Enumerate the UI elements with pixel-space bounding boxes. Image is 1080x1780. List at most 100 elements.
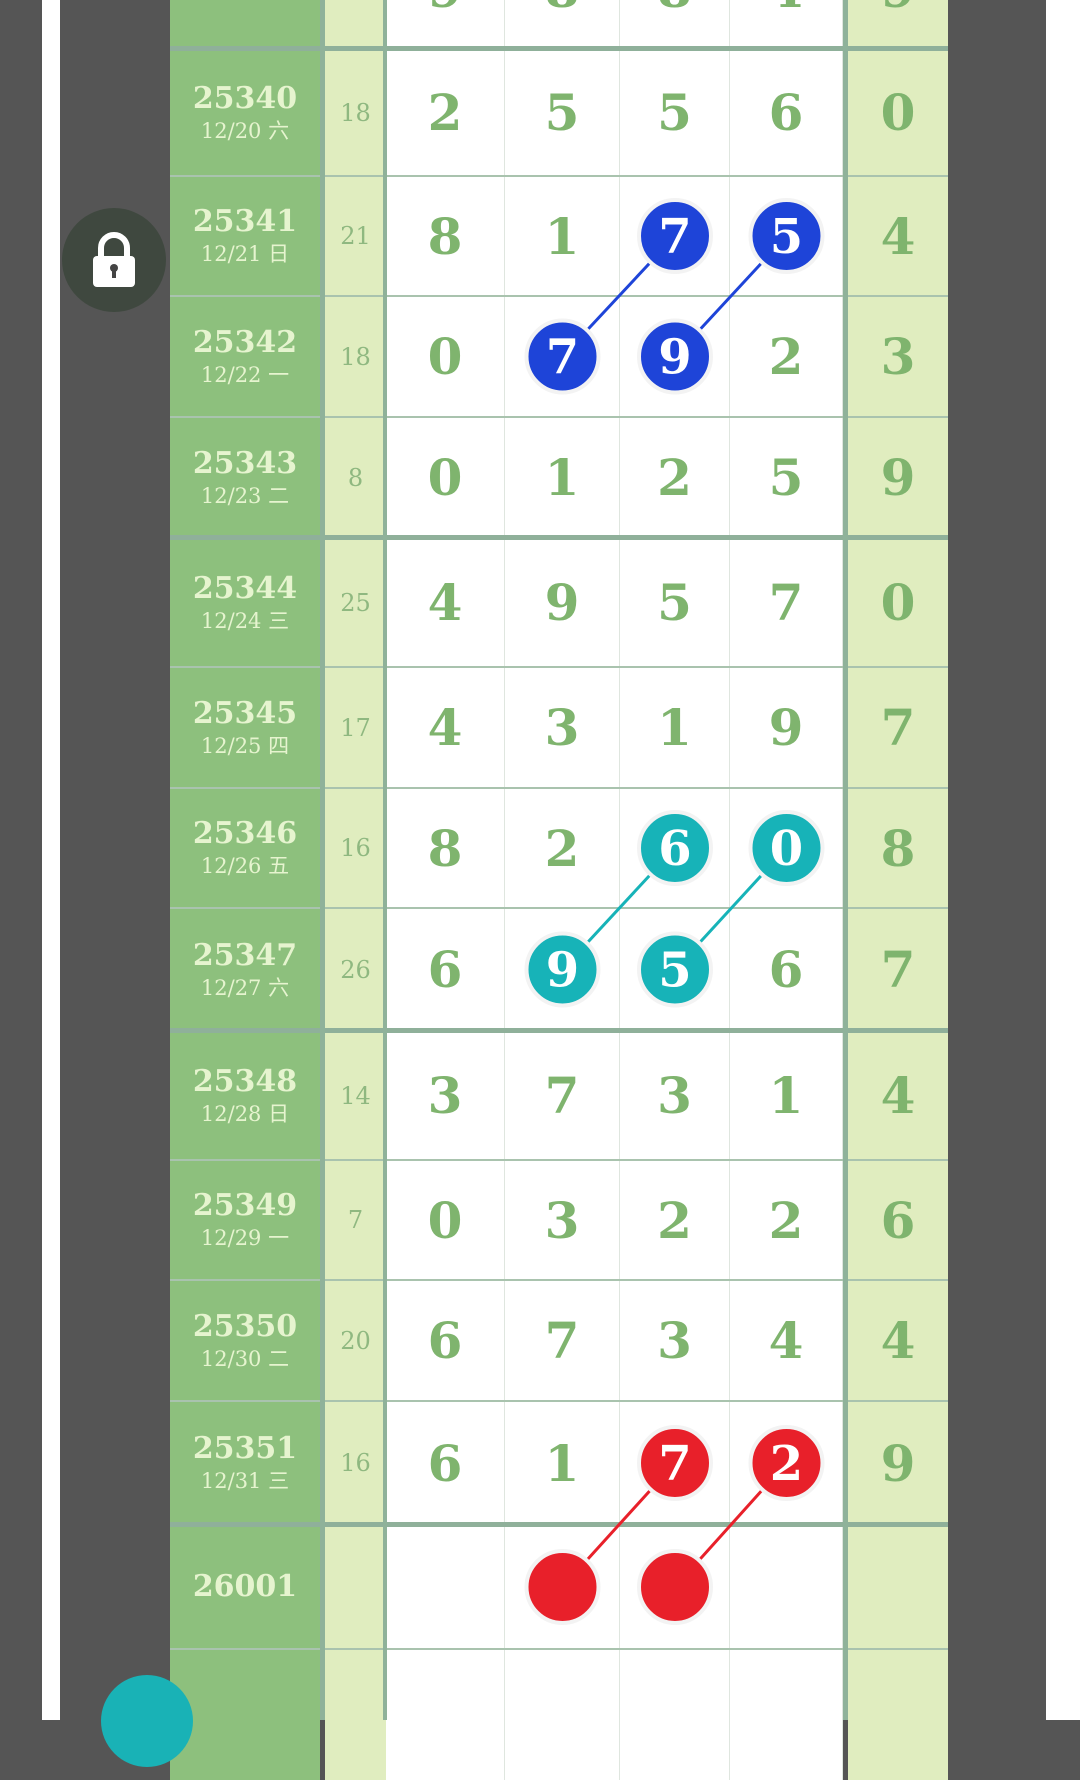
column-divider [383,0,387,1720]
issue-date: 12/27 六 [200,975,290,1000]
highlight-ball [637,931,713,1008]
column-divider [843,0,848,1720]
row-divider [170,1522,948,1527]
digit-cell: 3 [505,667,620,788]
trend-chart-table: 12/19 五988492534012/20 六18255602534112/2… [170,0,948,1780]
issue-cell: 26001 [170,1525,320,1649]
digit-cell: 9 [505,538,620,667]
digit-cell: 9 [730,667,843,788]
highlight-ball [524,1549,601,1625]
digit-cell: 3 [620,1031,730,1160]
highlight-layer: 7 57 96 09 57 2 [524,198,825,1625]
issue-date: 12/24 三 [200,608,290,633]
highlight-ball [524,931,601,1008]
issue-date: 12/29 一 [200,1226,290,1250]
row-divider [170,416,948,418]
digit-cell: 6 [386,1280,505,1401]
sum-cell: 17 [325,667,386,788]
issue-cell: 25348 12/28 日 [170,1031,320,1160]
digit-cell: 1 [505,1401,620,1525]
digit-cell: 2 [386,49,505,176]
highlight-ball [637,810,713,886]
row-divider [170,1648,948,1650]
last-digit-cell: 9 [848,417,948,538]
issue-date: 12/25 四 [200,733,290,758]
sum-cell: 18 [325,296,386,417]
issue-number: 26001 [192,1569,298,1604]
ball-digit: 9 [546,943,579,999]
digit-cell: 3 [620,1280,730,1401]
issue-number: 25346 [192,816,298,851]
last-digit-cell: 7 [848,667,948,788]
digit-cell: 5 [730,417,843,538]
issue-date: 12/30 二 [200,1346,290,1371]
last-digit-cell: 4 [848,1280,948,1401]
highlight-ball [637,318,713,395]
digit-cell: 2 [620,1160,730,1280]
row-divider [170,666,948,668]
digit-cell: 3 [505,1160,620,1280]
issue-number: 25343 [192,445,298,481]
issue-date: 12/23 二 [200,483,290,508]
digit-cell: 2 [505,788,620,908]
row-divider [170,175,948,177]
highlight-ball [748,198,825,274]
issue-cell: 12/19 五 [170,0,320,49]
issue-date: 12/26 五 [200,854,290,878]
issue-date: 12/20 六 [200,118,290,143]
issue-date: 12/22 一 [200,362,290,387]
row-divider [170,1159,948,1161]
issue-number: 25347 [192,937,298,973]
floating-assistant-button[interactable] [101,1675,193,1767]
ball-digit: 5 [770,209,803,265]
digit-cell: 2 [730,296,843,417]
issue-date: 12/19 五 [201,0,289,4]
last-digit-cell: 0 [848,538,948,667]
digit-cell: 6 [386,1401,505,1525]
issue-cell: 25343 12/23 二 [170,417,320,538]
screen-lock-button[interactable] [62,208,166,312]
digit-cell: 9 [386,0,505,49]
row-divider [170,1279,948,1281]
last-digit-cell: 0 [848,49,948,176]
digit-cell: 1 [505,176,620,296]
issue-number: 25351 [192,1431,298,1466]
issue-number: 25349 [192,1188,298,1223]
digit-cell: 5 [620,538,730,667]
sum-cell: 8 [325,417,386,538]
highlight-ball [524,318,601,395]
issue-cell: 25344 12/24 三 [170,538,320,667]
issue-number: 25344 [192,570,298,606]
issue-cell: 25340 12/20 六 [170,49,320,176]
digit-cell: 6 [730,49,843,176]
digit-cell: 8 [386,176,505,296]
row-divider [170,907,948,909]
row-divider [170,1028,948,1033]
sum-cell: 18 [325,49,386,176]
digit-cell: 4 [730,1280,843,1401]
last-digit-cell: 9 [848,0,948,49]
ball-digit: 0 [770,821,803,877]
issue-number: 25342 [192,324,298,360]
digit-cell: 4 [386,538,505,667]
sum-cell: 21 [325,176,386,296]
last-digit-cell: 3 [848,296,948,417]
issue-date: 12/31 三 [200,1469,290,1493]
digit-cell: 3 [386,1031,505,1160]
issue-date: 12/21 日 [200,242,290,266]
issue-number: 25345 [192,695,298,731]
sum-cell: 14 [325,1031,386,1160]
digit-cell: 8 [386,788,505,908]
last-digit-cell: 6 [848,1160,948,1280]
left-edge-strip [42,0,60,1720]
digit-cell: 0 [386,1160,505,1280]
digit-cell: 7 [730,538,843,667]
issue-number: 25348 [192,1063,298,1099]
digit-cell: 6 [730,908,843,1031]
sum-cell: 16 [325,788,386,908]
last-digit-cell: 8 [848,788,948,908]
ball-digit: 5 [658,943,691,999]
issue-cell: 25341 12/21 日 [170,176,320,296]
issue-cell: 25349 12/29 一 [170,1160,320,1280]
ball-digit: 7 [546,330,579,386]
